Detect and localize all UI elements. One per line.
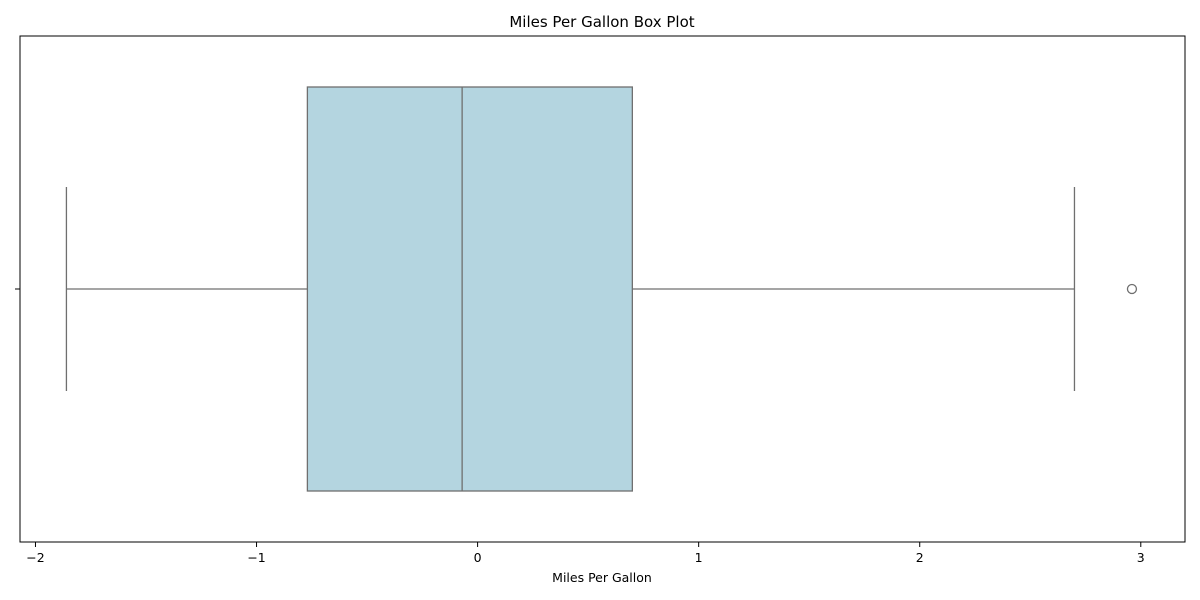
x-tick-label: 1 — [695, 550, 703, 565]
x-tick-label: −2 — [26, 550, 44, 565]
box-plot — [65, 86, 1138, 492]
x-axis: −2 −1 0 1 2 3 — [26, 542, 1145, 565]
chart-title: Miles Per Gallon Box Plot — [509, 13, 694, 31]
x-tick-label: −1 — [247, 550, 265, 565]
x-tick-label: 3 — [1137, 550, 1145, 565]
outlier-point — [1126, 283, 1138, 295]
interquartile-box — [306, 86, 633, 492]
x-tick-label: 2 — [916, 550, 924, 565]
x-axis-label: Miles Per Gallon — [552, 570, 652, 585]
x-tick-label: 0 — [474, 550, 482, 565]
